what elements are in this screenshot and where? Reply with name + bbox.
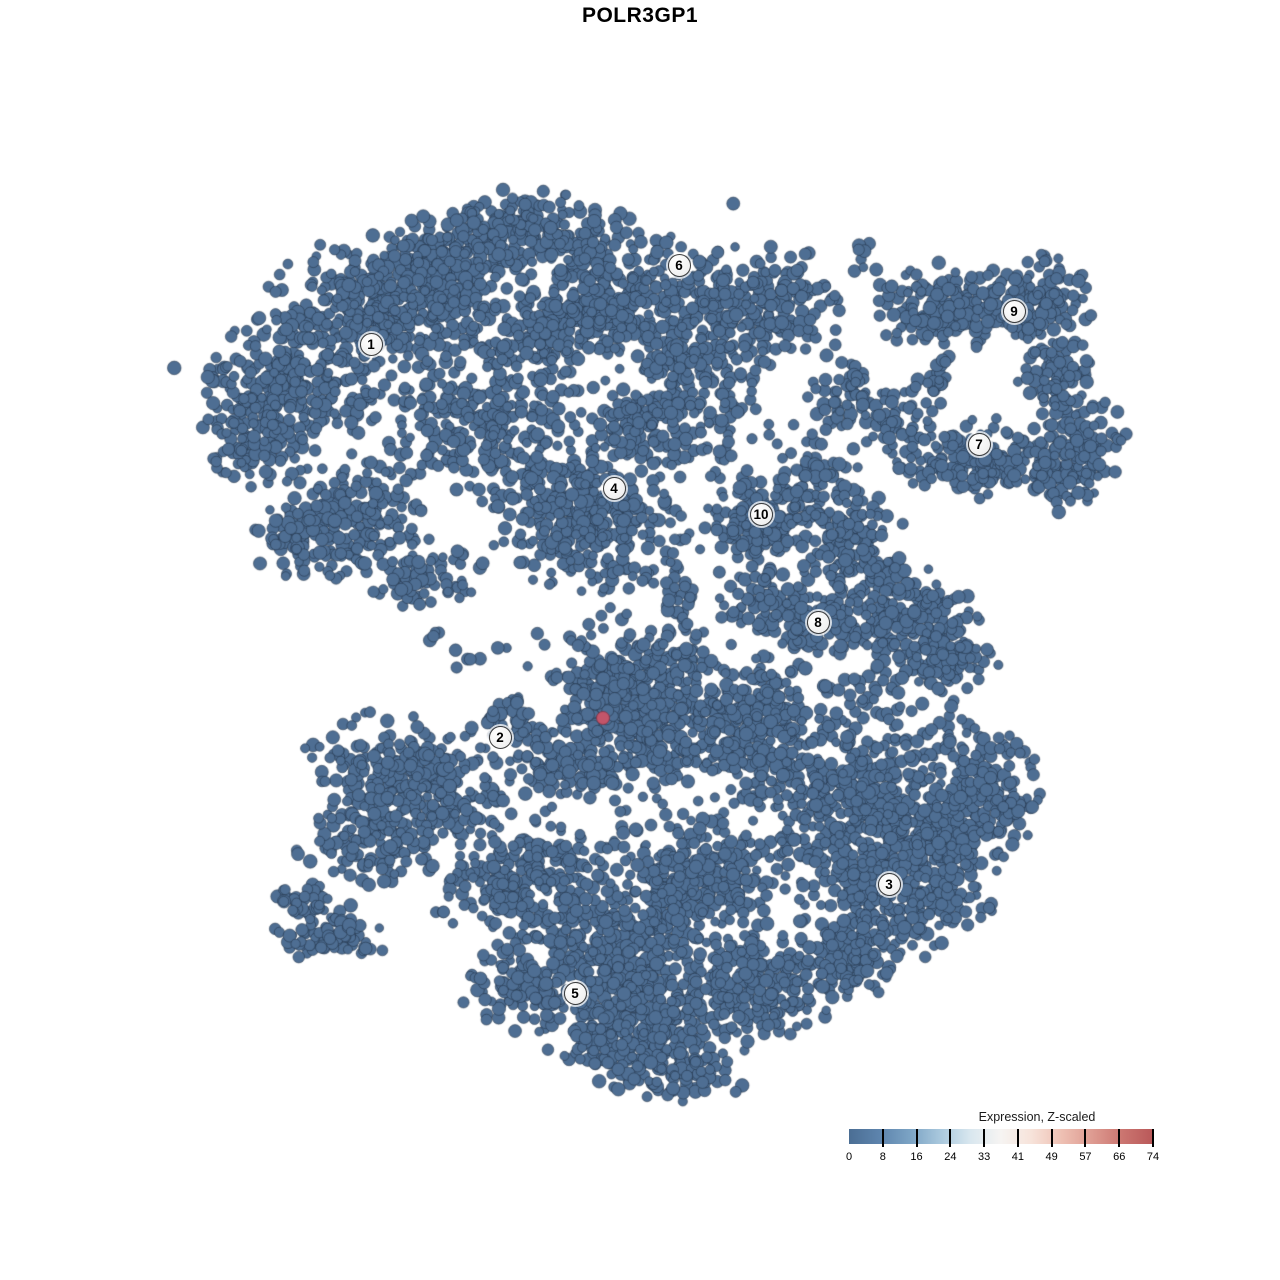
- colorbar-tick-label: 49: [1045, 1151, 1058, 1163]
- colorbar-tick-label: 24: [944, 1151, 957, 1163]
- cluster-label-9: 9: [1002, 299, 1026, 323]
- colorbar-tick-line: [1016, 1129, 1019, 1147]
- colorbar-tick-line: [881, 1129, 884, 1147]
- colorbar-tick-label: 16: [910, 1151, 923, 1163]
- cluster-label-10: 10: [749, 502, 773, 526]
- colorbar-tick-label: 66: [1113, 1151, 1126, 1163]
- colorbar-tick-label: 74: [1146, 1151, 1160, 1163]
- colorbar-tick-line: [915, 1129, 918, 1147]
- colorbar-tick-line: [983, 1129, 986, 1147]
- colorbar-tick-label: 8: [879, 1151, 886, 1163]
- legend-title: Expression, Z-scaled: [978, 1110, 1096, 1124]
- colorbar-tick-label: 57: [1079, 1151, 1092, 1163]
- colorbar-legend: Expression, Z-scaled 0 8 16 24 33 41 49 57 66 74: [845, 1110, 1159, 1166]
- cluster-label-5: 5: [563, 981, 587, 1005]
- cluster-label-6: 6: [667, 253, 691, 277]
- cluster-label-1: 1: [359, 332, 383, 356]
- colorbar-tick-line: [1152, 1129, 1154, 1147]
- colorbar-tick-label: 0: [845, 1151, 853, 1163]
- colorbar-tick-line: [1084, 1129, 1087, 1147]
- colorbar-tick-line: [1050, 1129, 1053, 1147]
- cluster-label-2: 2: [488, 725, 512, 749]
- colorbar-tick-label: 41: [1011, 1151, 1024, 1163]
- cluster-label-8: 8: [806, 610, 830, 634]
- cluster-label-7: 7: [967, 432, 991, 456]
- cluster-label-3: 3: [877, 872, 901, 896]
- colorbar-tick-line: [1118, 1129, 1121, 1147]
- cluster-label-4: 4: [602, 476, 626, 500]
- colorbar-gradient: [849, 1129, 1153, 1144]
- colorbar-tick-line: [949, 1129, 952, 1147]
- colorbar-tick-label: 33: [977, 1151, 991, 1163]
